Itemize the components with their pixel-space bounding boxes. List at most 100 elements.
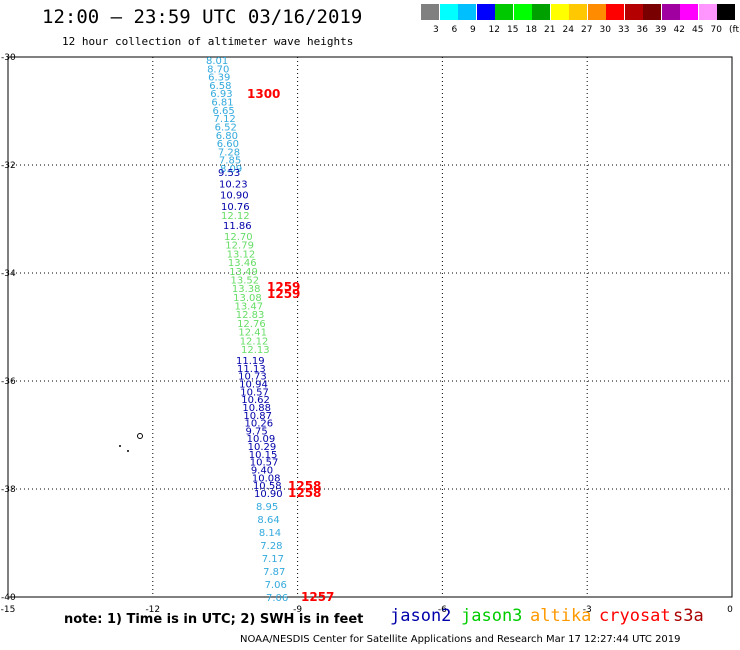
- legend-cryosat: cryosat: [599, 606, 671, 626]
- legend-swatch: [476, 4, 495, 20]
- wave-height-label: 8.14: [259, 528, 281, 539]
- latitude-label: -36: [1, 377, 16, 387]
- wave-height-label: 10.62: [241, 395, 270, 406]
- wave-height-label: 6.60: [217, 139, 239, 150]
- wave-height-label: 12.12: [221, 211, 250, 222]
- legend-swatch: [680, 4, 698, 20]
- wave-height-label: 6.52: [215, 122, 237, 133]
- wave-height-label: 7.06: [265, 580, 287, 591]
- wave-height-label: 10.90: [254, 489, 283, 500]
- longitude-label: 0: [727, 605, 733, 615]
- wave-height-label: 7.28: [218, 147, 240, 158]
- longitude-label: -9: [293, 605, 302, 615]
- wave-height-label: 10.87: [243, 411, 272, 422]
- wave-height-label: 6.93: [210, 89, 232, 100]
- wave-height-label: 12.12: [240, 336, 269, 347]
- legend-label: 42: [673, 25, 685, 35]
- wave-height-label: 10.15: [249, 450, 278, 461]
- plot-border: [7, 56, 733, 598]
- legend-swatch: [624, 4, 643, 20]
- legend-label: 9: [470, 25, 476, 35]
- wave-height-label: 10.94: [239, 379, 268, 390]
- page-title: 12:00 – 23:59 UTC 03/16/2019: [42, 6, 363, 28]
- wave-height-label: 6.80: [216, 131, 238, 142]
- wave-height-label: 9.40: [251, 466, 273, 477]
- legend-swatch: [698, 4, 717, 20]
- legend-swatch: [587, 4, 606, 20]
- legend-label: 36: [636, 25, 648, 35]
- legend-label: 18: [525, 25, 537, 35]
- latitude-label: -38: [1, 485, 16, 495]
- time-label: 1258: [288, 486, 321, 500]
- wave-height-label: 7.06: [266, 593, 288, 604]
- legend-label: 24: [562, 25, 574, 35]
- legend-swatch: [643, 4, 661, 20]
- wave-height-label: 8.64: [257, 515, 279, 526]
- legend-swatch: [606, 4, 624, 20]
- wave-height-label: 12.41: [238, 328, 267, 339]
- wave-height-label: 6.39: [208, 73, 230, 84]
- wave-height-label: 12.83: [236, 310, 265, 321]
- time-label: 1259: [267, 280, 300, 294]
- wave-height-label: 13.52: [231, 275, 260, 286]
- longitude-label: -6: [438, 605, 447, 615]
- latitude-label: -32: [1, 161, 16, 171]
- legend-swatch: [550, 4, 569, 20]
- latitude-label: -30: [1, 53, 16, 63]
- time-label: 1259: [267, 287, 300, 301]
- wave-height-label: 12.70: [224, 232, 253, 243]
- legend-swatch: [421, 4, 439, 20]
- wave-height-label: 10.90: [220, 191, 249, 202]
- legend-swatch: [661, 4, 680, 20]
- wave-height-label: 11.86: [223, 221, 252, 232]
- wave-height-label: 12.76: [237, 319, 266, 330]
- legend-label: 12: [488, 25, 500, 35]
- wave-height-label: 10.57: [250, 458, 279, 469]
- island-marks: [119, 433, 143, 452]
- legend-label: 3: [433, 25, 439, 35]
- legend-label: 70: [710, 25, 722, 35]
- wave-height-label: 10.23: [219, 179, 248, 190]
- legend-swatch: [532, 4, 550, 20]
- wave-height-label: 7.12: [214, 114, 236, 125]
- legend-label: 15: [507, 25, 519, 35]
- legend-label: 30: [599, 25, 611, 35]
- wave-height-label: 13.12: [227, 249, 256, 260]
- wave-height-label: 10.26: [244, 419, 273, 430]
- wave-height-label: 7.85: [219, 156, 241, 167]
- legend-jason2: jason2: [390, 606, 452, 626]
- legend-label: 39: [655, 25, 667, 35]
- longitude-label: -15: [1, 605, 16, 615]
- legend-label: 27: [581, 25, 593, 35]
- graticule-grid: [8, 57, 732, 597]
- time-label: 1257: [301, 590, 334, 604]
- wave-height-label: 9.53: [218, 168, 240, 179]
- wave-height-label: 13.46: [228, 258, 257, 269]
- latitude-label: -40: [1, 593, 16, 603]
- wave-height-label: 6.65: [212, 106, 234, 117]
- wave-height-label: 7.28: [260, 541, 282, 552]
- wave-height-label: 10.88: [242, 403, 271, 414]
- wave-height-label: 13.08: [233, 293, 262, 304]
- wave-height-label: 11.13: [237, 364, 266, 375]
- page-subtitle: 12 hour collection of altimeter wave hei…: [62, 35, 354, 48]
- legend-swatch: [439, 4, 458, 20]
- axis-labels: -30-32-34-36-38-40-15 -12 -9 -6 -3 0: [1, 53, 733, 615]
- legend-s3a: s3a: [673, 606, 704, 626]
- legend-swatch: [513, 4, 532, 20]
- legend-swatch: [717, 4, 735, 20]
- wave-height-label: 7.87: [263, 567, 285, 578]
- wave-height-label: 8.95: [256, 502, 278, 513]
- wave-height-label: 9.75: [246, 426, 268, 437]
- wave-height-label: 13.38: [232, 284, 261, 295]
- island-mark: [127, 450, 129, 452]
- wave-height-label: 7.17: [262, 554, 284, 565]
- wave-height-label: 10.09: [247, 434, 276, 445]
- units-note: note: 1) Time is in UTC; 2) SWH is in fe…: [64, 612, 364, 627]
- wave-height-label: 10.76: [221, 202, 250, 213]
- wave-height-label: 10.08: [252, 473, 281, 484]
- wave-height-label: 10.73: [238, 372, 267, 383]
